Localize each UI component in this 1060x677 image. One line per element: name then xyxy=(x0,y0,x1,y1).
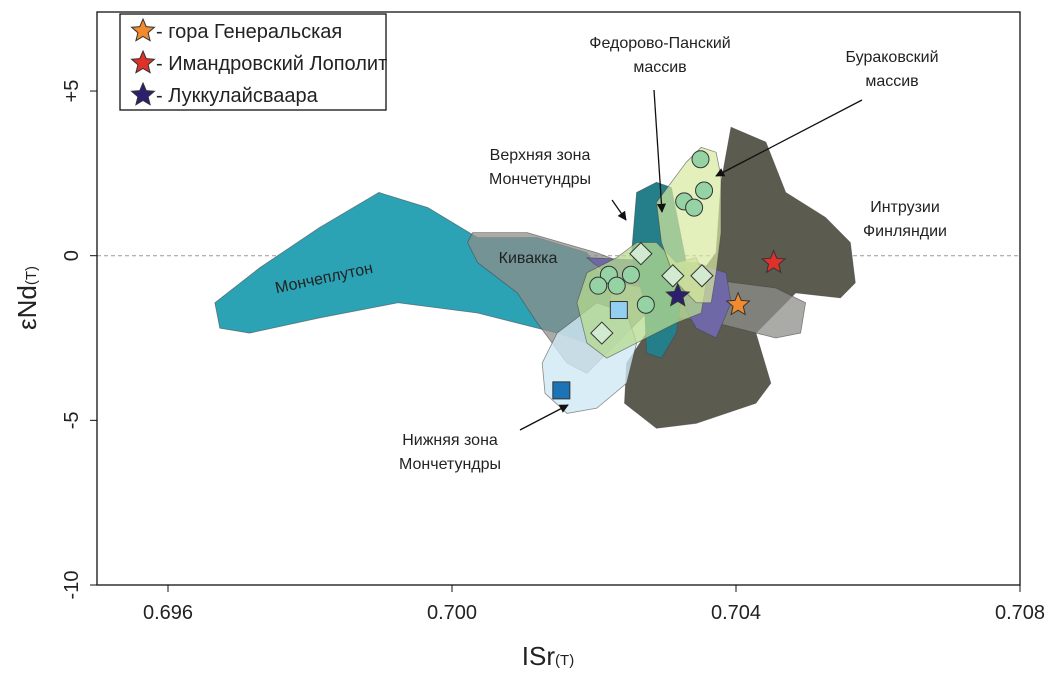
star-marker xyxy=(760,249,787,274)
star-marker xyxy=(130,17,156,42)
y-axis-label: εNd(T) xyxy=(12,266,42,330)
diamond-marker xyxy=(690,264,714,288)
annotation: массив xyxy=(865,73,918,90)
star-marker xyxy=(130,49,156,74)
circle-marker xyxy=(589,276,608,295)
diamond-marker xyxy=(629,242,653,266)
arrow xyxy=(519,404,569,431)
x-tick-label: 0.700 xyxy=(427,602,477,624)
diamond-marker xyxy=(661,264,685,288)
circle-marker xyxy=(695,181,714,200)
x-tick-label: 0.704 xyxy=(711,602,761,624)
y-tick-label: 0 xyxy=(61,250,83,261)
y-axis-label-sub: (T) xyxy=(23,266,40,285)
circle-marker xyxy=(636,295,655,314)
x-axis-label-sub: (T) xyxy=(555,652,574,669)
region-label: Финляндии xyxy=(863,223,947,240)
legend: - гора Генеральская - Имандровский Лополи… xyxy=(119,13,387,111)
y-tick-label: -5 xyxy=(61,411,83,429)
arrow xyxy=(611,199,627,221)
circle-marker xyxy=(607,276,626,295)
star-marker xyxy=(725,291,751,316)
plot-frame xyxy=(96,11,1021,586)
annotation: Мончетундры xyxy=(489,171,591,188)
arrow xyxy=(715,99,863,177)
x-tick-label: 0.708 xyxy=(995,602,1045,624)
annotation: Федорово-Панский xyxy=(589,35,730,52)
x-tick-label: 0.696 xyxy=(143,602,193,624)
legend-box xyxy=(119,13,387,111)
x-axis-label-main: ISr xyxy=(522,641,556,671)
annotation: Верхняя зона xyxy=(490,147,591,164)
region-label: Интрузии xyxy=(870,199,940,216)
square-marker xyxy=(552,381,571,400)
circle-marker xyxy=(691,150,710,169)
legend-label: - гора Генеральская xyxy=(156,21,342,43)
legend-label: - Луккулайсваара xyxy=(156,85,319,107)
overlay: МончеплутонИнтрузииФинляндииКиваккаВерхн… xyxy=(12,11,1045,671)
star-marker xyxy=(665,282,691,307)
y-tick-label: +5 xyxy=(61,80,83,103)
circle-marker xyxy=(685,198,704,217)
star-marker xyxy=(130,81,156,106)
annotation: Мончетундры xyxy=(399,456,501,473)
diamond-marker xyxy=(590,321,614,345)
annotation: Нижняя зона xyxy=(402,432,498,449)
square-marker xyxy=(609,301,628,320)
region-label: Кивакка xyxy=(499,250,558,267)
y-tick-label: -10 xyxy=(61,571,83,600)
annotation: массив xyxy=(633,59,686,76)
arrow xyxy=(653,89,667,213)
x-axis-label: ISr(T) xyxy=(522,641,574,671)
circle-marker xyxy=(621,265,640,284)
annotation: Бураковский xyxy=(845,49,938,66)
annotation-arrows xyxy=(519,89,863,431)
legend-label: - Имандровский Лополит xyxy=(156,53,387,75)
y-axis-label-main: εNd xyxy=(12,285,42,330)
